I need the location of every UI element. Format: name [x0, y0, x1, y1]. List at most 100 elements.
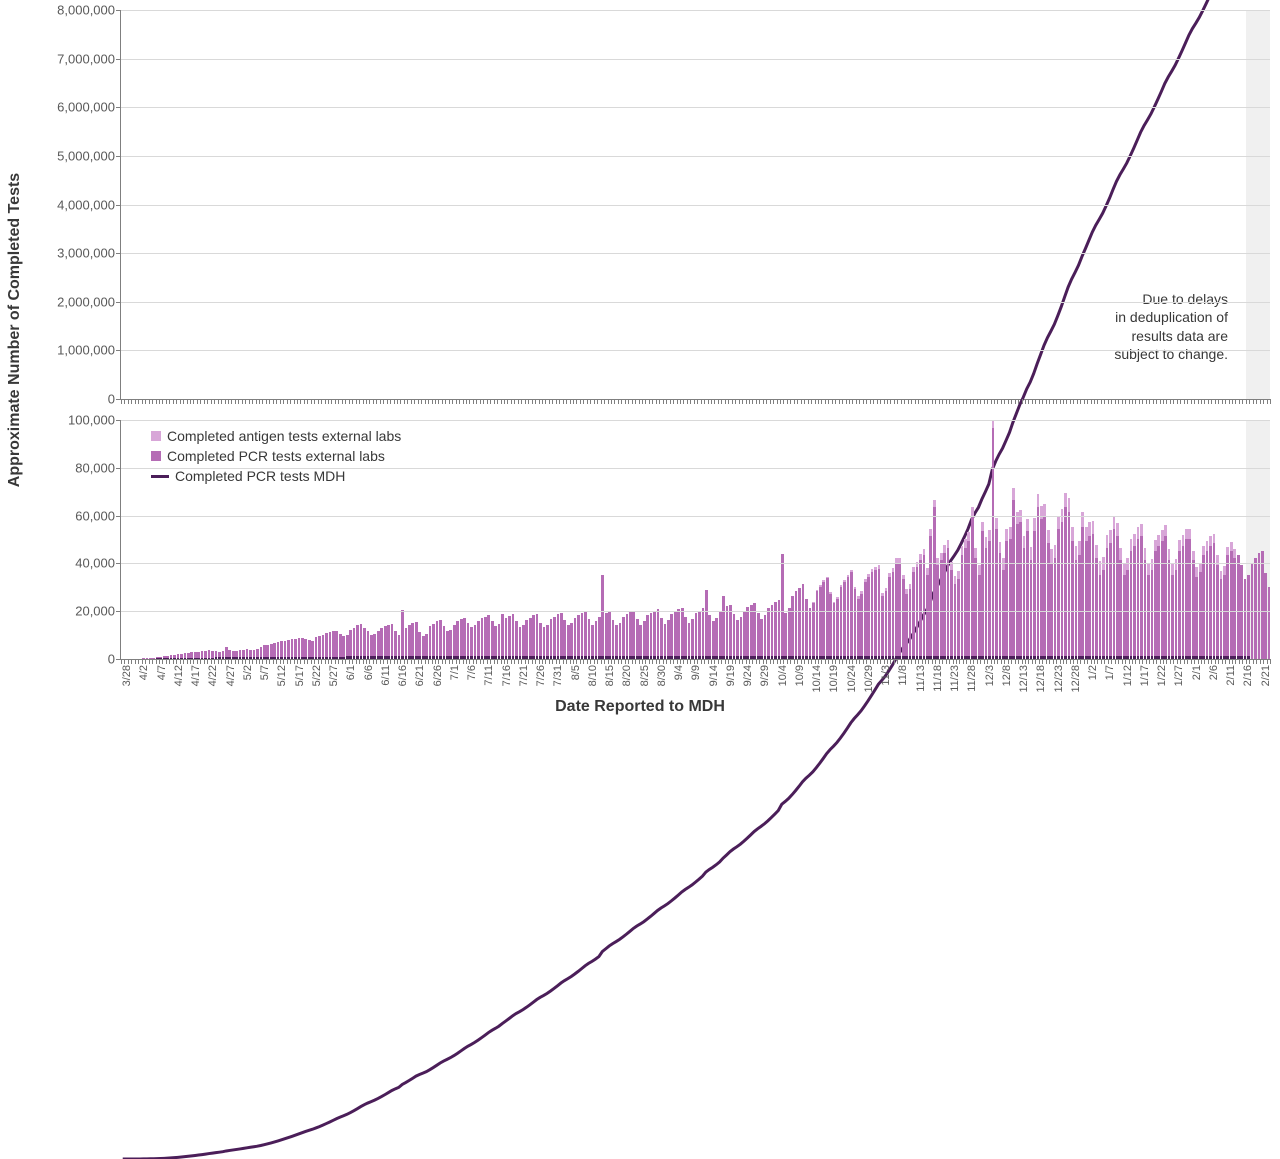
bar-pcr-ext [525, 620, 528, 656]
xtick-mark [218, 659, 219, 664]
xtick-mark [207, 659, 208, 664]
xtick-mark [680, 659, 681, 664]
bar-pcr-ext [864, 582, 867, 656]
xtick-mark [576, 399, 577, 404]
bar-pcr-ext [957, 579, 960, 656]
xtick-mark [763, 659, 764, 664]
bar-pcr-ext [981, 531, 984, 656]
xtick-mark [149, 399, 150, 404]
xtick-mark [597, 399, 598, 404]
xtick-mark [421, 659, 422, 664]
xtick-mark [887, 659, 888, 664]
xtick-mark [159, 659, 160, 664]
bar-pcr-ext [1213, 543, 1216, 656]
xtick-mark [380, 659, 381, 664]
xtick-mark [628, 399, 629, 404]
xtick-mark [1108, 659, 1109, 664]
xtick-label: 7/11 [483, 665, 495, 686]
bar-antigen-ext [1009, 527, 1012, 539]
bar-pcr-ext [557, 614, 560, 656]
xtick-mark [552, 659, 553, 664]
bar-pcr-ext [1012, 500, 1015, 656]
xtick-mark [777, 659, 778, 664]
xtick-label: 11/3 [880, 665, 892, 686]
bar-antigen-ext [1088, 522, 1091, 536]
xtick-mark [1218, 659, 1219, 664]
bar-pcr-ext [850, 572, 853, 656]
bar-pcr-ext [715, 618, 718, 656]
xtick-mark [314, 399, 315, 404]
bar-pcr-ext [885, 591, 888, 656]
xtick-mark [811, 659, 812, 664]
xtick-mark [438, 399, 439, 404]
xtick-mark [1035, 399, 1036, 404]
xtick-mark [193, 399, 194, 404]
xtick-mark [207, 399, 208, 404]
xtick-mark [852, 399, 853, 404]
bar-pcr-ext [788, 608, 791, 656]
bar-pcr-ext [211, 651, 214, 658]
bar-pcr-ext [881, 596, 884, 656]
xtick-mark [949, 659, 950, 664]
bar-pcr-ext [453, 625, 456, 656]
bar-pcr-ext [284, 641, 287, 657]
bar-pcr-ext [270, 644, 273, 657]
xtick-mark [908, 659, 909, 664]
bar-pcr-ext [843, 582, 846, 656]
xtick-mark [652, 659, 653, 664]
xtick-mark [225, 659, 226, 664]
bar-pcr-ext [698, 611, 701, 657]
bar-pcr-ext [532, 615, 535, 656]
xtick-mark [383, 659, 384, 664]
bar-pcr-ext [204, 651, 207, 658]
bar-antigen-ext [1030, 547, 1033, 560]
xtick-mark [352, 399, 353, 404]
bar-pcr-ext [829, 594, 832, 656]
xtick-mark [946, 399, 947, 404]
xtick-mark [325, 659, 326, 664]
bar-pcr-ext [201, 651, 204, 657]
xtick-mark [856, 659, 857, 664]
bar-pcr-ext [712, 621, 715, 656]
bar-pcr-ext [1130, 551, 1133, 657]
xtick-mark [970, 399, 971, 404]
xtick-mark [725, 659, 726, 664]
xtick-mark [545, 659, 546, 664]
xtick-mark [428, 399, 429, 404]
xtick-mark [1229, 659, 1230, 664]
bar-pcr-ext [595, 621, 598, 656]
xtick-mark [1101, 399, 1102, 404]
bar-pcr-ext [332, 631, 335, 656]
bar-pcr-ext [304, 639, 307, 657]
bar-antigen-ext [919, 554, 922, 560]
xtick-label: 5/22 [311, 665, 323, 686]
xtick-mark [349, 399, 350, 404]
xtick-mark [970, 659, 971, 664]
xtick-mark [594, 399, 595, 404]
bar-pcr-ext [335, 631, 338, 657]
xtick-mark [849, 659, 850, 664]
xtick-mark [501, 659, 502, 664]
xtick-mark [832, 659, 833, 664]
xtick-mark [701, 659, 702, 664]
bar-pcr-ext [615, 625, 618, 656]
bar-pcr-ext [342, 636, 345, 656]
bar-antigen-ext [1005, 529, 1008, 541]
xtick-mark [497, 659, 498, 664]
bar-pcr-ext [995, 529, 998, 656]
xtick-mark [476, 659, 477, 664]
xtick-mark [380, 399, 381, 404]
bar-pcr-ext [819, 587, 822, 657]
xtick-mark [280, 659, 281, 664]
bar-pcr-ext [608, 612, 611, 656]
bar-antigen-ext [909, 584, 912, 589]
bar-pcr-ext [405, 628, 408, 657]
xtick-mark [973, 659, 974, 664]
xtick-label: 11/18 [932, 665, 944, 692]
bar-antigen-ext [902, 575, 905, 580]
xtick-mark [1177, 399, 1178, 404]
bar-pcr-ext [695, 613, 698, 656]
xtick-mark [200, 659, 201, 664]
xtick-mark [1104, 659, 1105, 664]
xtick-label: 2/11 [1225, 665, 1237, 686]
